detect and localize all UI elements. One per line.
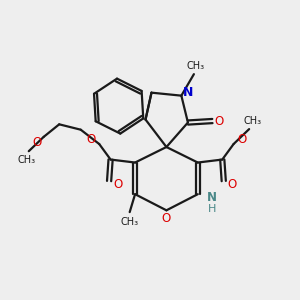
Text: O: O (214, 115, 224, 128)
Text: CH₃: CH₃ (17, 154, 35, 165)
Text: N: N (183, 85, 193, 99)
Text: CH₃: CH₃ (186, 61, 205, 71)
Text: O: O (237, 133, 246, 146)
Text: O: O (32, 136, 42, 149)
Text: CH₃: CH₃ (243, 116, 261, 126)
Text: N: N (207, 191, 217, 204)
Text: O: O (227, 178, 237, 190)
Text: O: O (162, 212, 171, 225)
Text: CH₃: CH₃ (121, 217, 139, 227)
Text: H: H (208, 204, 216, 214)
Text: O: O (86, 133, 96, 146)
Text: O: O (113, 178, 123, 190)
